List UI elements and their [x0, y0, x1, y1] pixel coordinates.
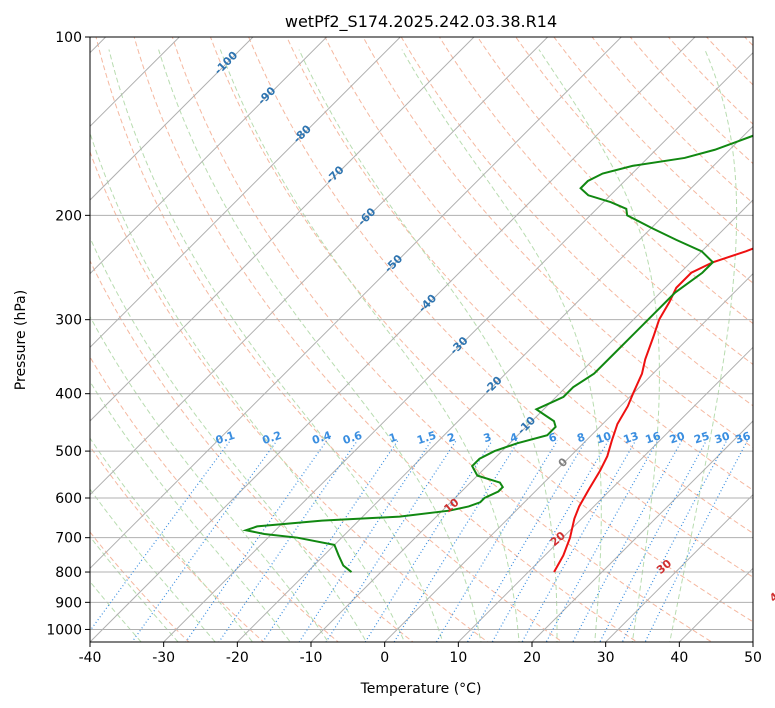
mixing-ratio-label: 1.5	[415, 429, 438, 447]
isotherm-line	[531, 420, 753, 642]
mixing-ratio-label: 36	[734, 429, 753, 446]
mixing-ratio-line	[466, 440, 587, 642]
y-tick-label: 300	[55, 313, 82, 329]
mixing-ratio-line	[545, 440, 659, 642]
isotherm-line	[162, 51, 753, 642]
dry-adiabat	[90, 356, 339, 642]
mixing-ratio-label: 3	[482, 431, 493, 446]
mixing-ratio-line	[644, 440, 748, 642]
mixing-ratio-label: 0.6	[341, 429, 364, 447]
mixing-ratio-label: 16	[644, 429, 663, 446]
dry-adiabat	[133, 37, 638, 642]
mixing-ratio-line	[90, 440, 231, 632]
mixing-ratio-label: 0.2	[261, 429, 284, 447]
isotherm-line	[310, 199, 753, 642]
y-axis-label: Pressure (hPa)	[13, 290, 29, 390]
x-tick-label: -20	[226, 650, 249, 666]
x-tick-label: 0	[380, 650, 389, 666]
x-tick-label: -30	[152, 650, 175, 666]
dry-adiabat	[324, 37, 753, 491]
dry-adiabat	[400, 37, 753, 407]
moist-adiabat	[108, 49, 444, 642]
y-tick-label: 100	[55, 30, 82, 46]
isotherm-line	[90, 37, 696, 642]
mixing-ratio-label: 0.4	[310, 429, 333, 447]
dry-adiabat	[95, 37, 564, 642]
moist-adiabat	[219, 49, 520, 642]
isotherm-line	[383, 272, 753, 642]
isotherm-line	[90, 37, 402, 349]
moist-adiabat	[298, 49, 558, 642]
mixing-ratio-label: 2	[446, 431, 457, 446]
mixing-ratio-label: 0.1	[214, 429, 237, 447]
mixing-ratio-label: 13	[622, 429, 641, 446]
axis-layer: -40 -30 -20 -10 0 10 20 30 40 5010020030040050060…	[46, 30, 762, 666]
x-axis-label: Temperature (°C)	[360, 681, 482, 697]
dry-adiabat	[171, 37, 713, 642]
mixing-ratio-label: 30	[713, 429, 732, 446]
dry-adiabat	[90, 445, 265, 642]
isotherm-line	[90, 37, 475, 422]
x-tick-label: 20	[523, 650, 541, 666]
mixing-ratio-label: 1	[387, 431, 398, 446]
x-tick-label: 30	[597, 650, 615, 666]
dry-adiabat	[90, 150, 489, 642]
moist-adiabat	[90, 315, 329, 642]
isotherm-line	[236, 125, 753, 642]
isotherm-line	[90, 37, 328, 275]
mixing-ratio-line	[262, 440, 399, 642]
mixing-ratio-line	[435, 440, 558, 642]
mixing-ratio-label: 20	[668, 429, 687, 446]
y-tick-label: 700	[55, 531, 82, 547]
data-layer	[242, 134, 753, 573]
x-tick-label: 50	[744, 650, 762, 666]
x-tick-label: 10	[449, 650, 467, 666]
y-tick-label: 800	[55, 565, 82, 581]
y-tick-label: 1000	[46, 622, 82, 638]
moist-adiabat	[158, 49, 482, 642]
mixing-ratio-label: 25	[692, 429, 711, 446]
moist-adiabat	[90, 488, 216, 642]
grid-layer	[90, 37, 753, 642]
y-tick-label: 200	[55, 208, 82, 224]
y-tick-label: 400	[55, 387, 82, 403]
dry-adiabat	[90, 259, 414, 642]
dry-adiabat	[362, 37, 753, 449]
dry-adiabat	[476, 37, 753, 325]
isotherm-line	[90, 37, 181, 128]
isotherm-line	[90, 37, 254, 201]
mixing-ratio-label: 4	[508, 430, 520, 445]
y-tick-label: 600	[55, 491, 82, 507]
mixing-ratio-line	[599, 440, 707, 642]
chart-title: wetPf2_S174.2025.242.03.38.R14	[285, 12, 557, 32]
x-tick-label: 40	[670, 650, 688, 666]
mixing-ratio-line	[521, 440, 637, 642]
y-tick-label: 900	[55, 595, 82, 611]
x-tick-label: -10	[300, 650, 323, 666]
dry-adiabat	[438, 37, 753, 366]
plot-frame	[89, 36, 754, 643]
mixing-ratio-line	[621, 440, 728, 642]
mixing-ratio-label: 10	[594, 429, 613, 446]
x-tick-label: -40	[79, 650, 102, 666]
moist-adiabat	[669, 49, 738, 642]
y-tick-label: 500	[55, 444, 82, 460]
moist-adiabat	[90, 236, 367, 642]
isotherm-line	[604, 493, 753, 642]
dry-adiabat-label: 40	[767, 585, 775, 605]
dry-adiabat	[553, 37, 753, 244]
isotherm-line	[90, 37, 549, 496]
mixing-ratio-label: 8	[575, 431, 586, 446]
dry-adiabat	[209, 37, 753, 623]
mixing-ratio-line	[572, 440, 683, 642]
moist-adiabat	[538, 49, 660, 642]
mixing-ratio-label: 6	[547, 430, 559, 445]
isotherm-line	[457, 346, 753, 642]
moist-adiabat	[90, 437, 254, 642]
dry-adiabat	[248, 37, 753, 578]
dewpoint-line	[242, 134, 753, 573]
dry-adiabat	[629, 37, 753, 165]
isotherm-line	[90, 37, 623, 570]
